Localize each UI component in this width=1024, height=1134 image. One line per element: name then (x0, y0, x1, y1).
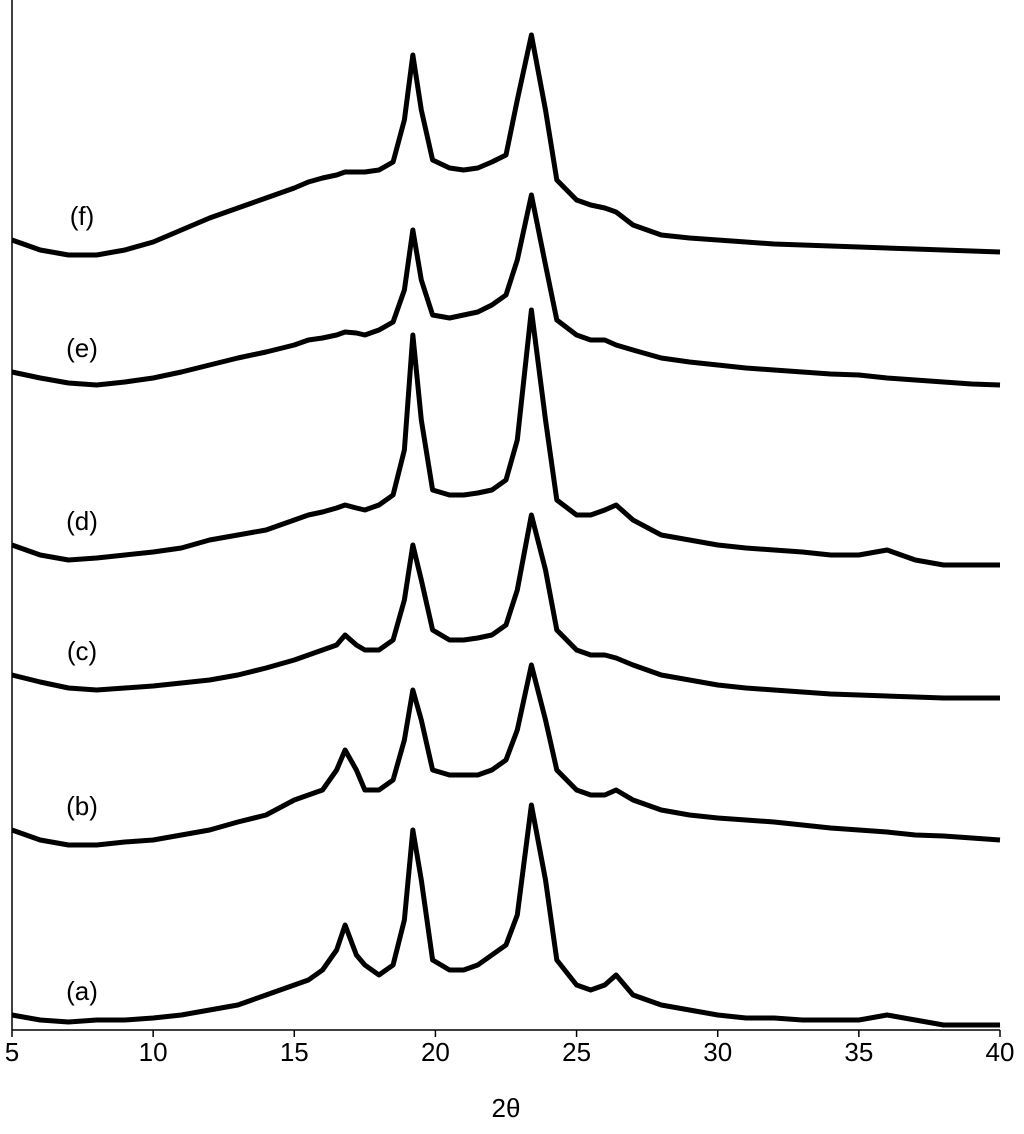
x-tick-label: 20 (421, 1037, 450, 1067)
series-line (11, 512, 1000, 701)
x-tick-label: 30 (703, 1037, 732, 1067)
series-label: (c) (67, 636, 97, 666)
series-label: (f) (70, 201, 95, 231)
x-tick-label: 5 (5, 1037, 19, 1067)
series-line (11, 32, 1001, 258)
x-axis-label: 2θ (492, 1093, 521, 1123)
x-tick-label: 15 (280, 1037, 309, 1067)
series-label: (a) (66, 976, 98, 1006)
x-tick-label: 40 (986, 1037, 1015, 1067)
series-line (11, 662, 1001, 848)
series-line (11, 192, 1001, 388)
x-tick-label: 25 (562, 1037, 591, 1067)
x-tick-label: 35 (844, 1037, 873, 1067)
series-label: (b) (66, 791, 98, 821)
series-line (11, 307, 1000, 568)
series-label: (e) (66, 333, 98, 363)
series-line (11, 802, 1000, 1028)
series-label: (d) (66, 506, 98, 536)
x-tick-label: 10 (139, 1037, 168, 1067)
